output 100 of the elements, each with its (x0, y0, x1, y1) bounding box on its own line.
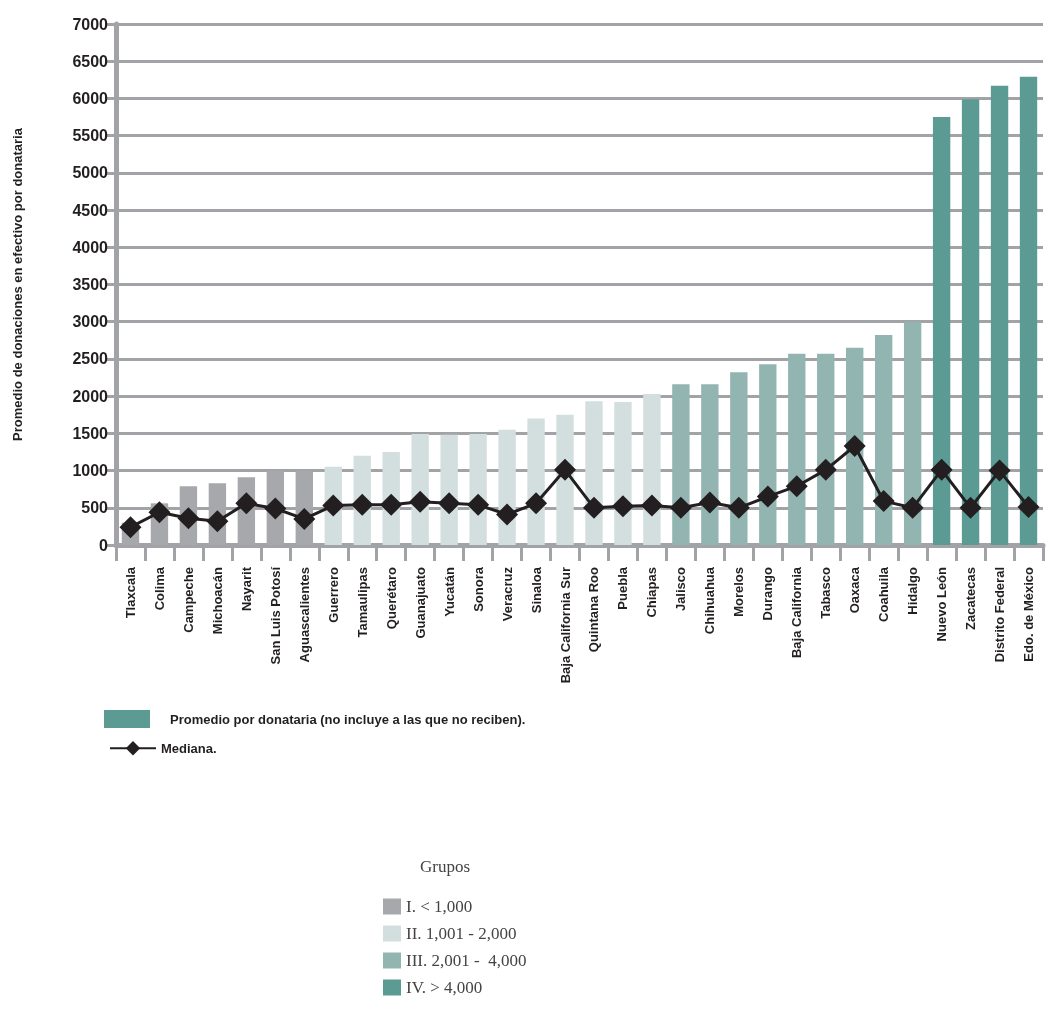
bar (701, 384, 719, 545)
x-tick-label: Guerrero (325, 566, 341, 623)
bar (932, 117, 951, 545)
bar (846, 347, 864, 545)
point (496, 503, 519, 526)
x-tick-label: Nuevo León (934, 566, 950, 642)
point (322, 494, 345, 517)
x-tick-label: Chihuahua (702, 566, 718, 635)
legend-label: III. 2,001 - 4,000 (406, 951, 527, 970)
point (872, 490, 895, 513)
point (785, 475, 808, 498)
point (264, 497, 287, 520)
point (756, 485, 779, 508)
point (380, 493, 403, 516)
y-tick-label: 1000 (72, 462, 109, 480)
text: Promedio por donataria (no incluye a las que no reciben). (170, 711, 526, 727)
y-tick-label: 2500 (72, 350, 109, 368)
bar (643, 393, 661, 545)
x-tick-label: Campeche (180, 567, 196, 633)
x-tick-label: Baja California (789, 566, 805, 659)
x-tick-label: Quintana Roo (586, 566, 602, 653)
legend-label: IV. > 4,000 (406, 978, 483, 997)
point (177, 507, 200, 530)
y-tick-label: 6000 (72, 89, 109, 107)
x-tick-label: Distrito Federal (992, 567, 1008, 663)
x-tick-label: Tabasco (818, 566, 834, 619)
y-tick-label: 500 (81, 499, 109, 517)
legend-label: II. 1,001 - 2,000 (406, 924, 517, 943)
point (409, 490, 432, 513)
point (611, 495, 634, 518)
bar (788, 353, 806, 545)
x-tick-label: Jalisco (673, 566, 689, 612)
point (438, 492, 461, 515)
x-tick-label: San Luis Potosí (267, 566, 283, 665)
point (814, 458, 837, 481)
y-axis-title: Promedio de donaciones en efectivo por donataria (10, 127, 25, 441)
bar (874, 335, 893, 545)
x-tick-label: Colima (151, 566, 167, 611)
x-tick-label: Durango (760, 566, 776, 621)
bar (1019, 76, 1038, 545)
x-tick-label: Oaxaca (847, 566, 863, 614)
bar (817, 353, 835, 545)
point (148, 501, 171, 524)
x-tick-label: Michoacán (209, 566, 225, 635)
x-tick-label: Nayarit (238, 566, 254, 612)
x-tick-label: Coahuila (876, 566, 892, 622)
y-tick-label: 2000 (72, 387, 109, 405)
point (843, 435, 866, 458)
x-tick-label: Yucatán (441, 566, 457, 617)
point (206, 510, 229, 533)
x-tick-label: Baja California Sur (557, 567, 573, 684)
point (930, 458, 953, 481)
x-tick-label: Tlaxcala (122, 566, 138, 619)
point (235, 492, 258, 515)
point (554, 458, 577, 481)
bar (614, 402, 632, 545)
point (582, 496, 605, 519)
bar (730, 372, 748, 545)
x-tick-label: Chiapas (644, 567, 660, 618)
bar (903, 321, 922, 545)
bar (759, 364, 777, 545)
bar (672, 384, 690, 545)
bar (990, 85, 1009, 545)
point (1017, 496, 1040, 519)
bar (961, 99, 980, 545)
y-tick-label: 6500 (72, 52, 109, 70)
point (293, 507, 316, 530)
x-tick-label: Guanajuato (412, 566, 428, 639)
x-tick-label: Hidalgo (905, 566, 921, 615)
legend-title: Grupos (420, 857, 471, 876)
y-tick-label: 4500 (72, 201, 109, 219)
x-tick-label: Veracruz (499, 566, 515, 622)
y-tick-label: 3000 (72, 313, 109, 331)
x-tick-label: Sonora (470, 566, 486, 612)
x-tick-label: Aguascalientes (296, 567, 312, 663)
y-tick-label: 0 (99, 536, 109, 554)
bar (585, 401, 603, 545)
point (351, 493, 374, 516)
point (727, 496, 750, 519)
y-tick-label: 1500 (72, 424, 109, 442)
point (525, 492, 548, 515)
point (640, 494, 663, 517)
point (119, 516, 142, 539)
y-tick-label: 4000 (72, 238, 109, 256)
x-tick-label: Zacatecas (963, 567, 979, 630)
x-tick-label: Edo. de México (1021, 566, 1037, 662)
point (959, 496, 982, 519)
y-tick-label: 5500 (72, 127, 109, 145)
x-tick-label: Querétaro (383, 566, 399, 630)
point (669, 496, 692, 519)
legend-label: Mediana. (161, 740, 217, 756)
point (467, 493, 490, 516)
x-tick-label: Morelos (731, 567, 747, 617)
y-tick-label: 3500 (72, 276, 109, 293)
y-tick-label: 7000 (72, 15, 109, 33)
point (901, 496, 924, 519)
legend-label: I. < 1,000 (406, 897, 473, 916)
point (698, 491, 721, 514)
x-tick-label: Sinaloa (528, 566, 544, 614)
x-tick-label: Puebla (615, 566, 631, 610)
